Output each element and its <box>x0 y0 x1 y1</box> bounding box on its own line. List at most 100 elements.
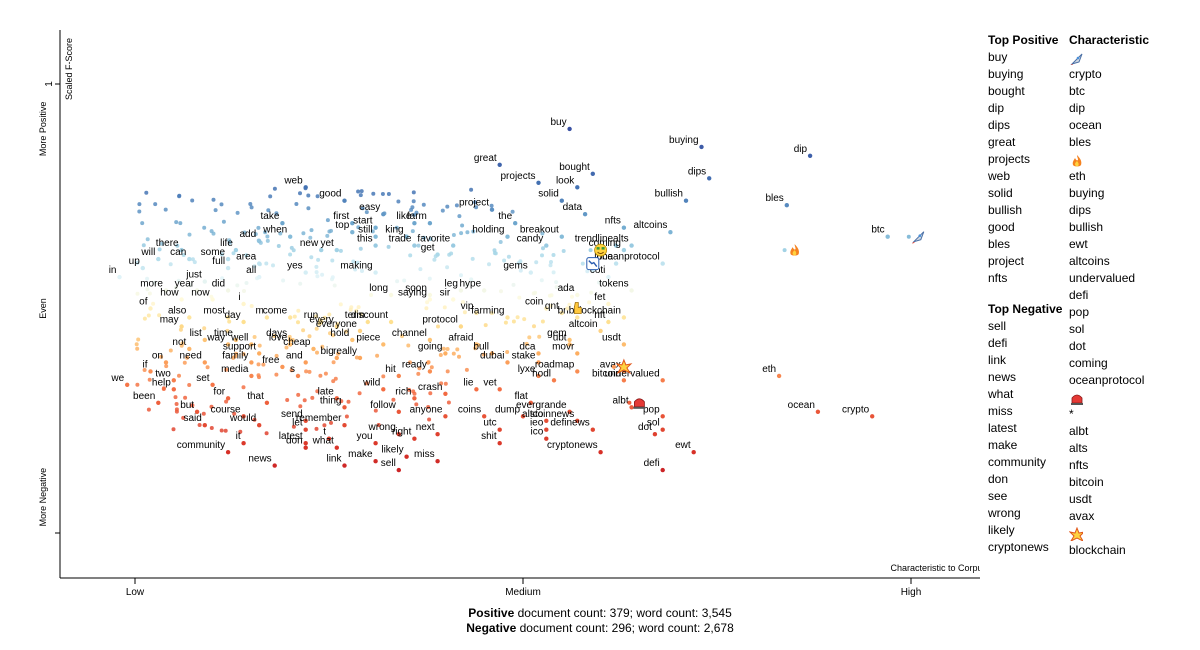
characteristic-item-collision-icon[interactable] <box>1069 525 1149 542</box>
top-negative-item-11[interactable]: wrong <box>988 506 1021 520</box>
term-dot-vet <box>497 387 502 392</box>
top-negative-item-7[interactable]: make <box>988 438 1018 452</box>
data-point <box>164 364 169 369</box>
characteristic-item-2[interactable]: btc <box>1069 84 1086 98</box>
data-point <box>209 229 214 234</box>
data-point <box>225 328 230 333</box>
characteristic-item-rocket-icon[interactable] <box>1069 49 1149 66</box>
top-positive-item-2[interactable]: bought <box>988 84 1025 98</box>
term-dot-come <box>288 315 293 320</box>
term-dot-not <box>187 346 192 352</box>
characteristic-item-siren-icon[interactable] <box>1069 389 1149 406</box>
top-negative-item-13[interactable]: cryptonews <box>988 540 1049 554</box>
characteristic-item-5[interactable]: bles <box>1069 135 1092 149</box>
characteristic-item-21[interactable]: * <box>1069 407 1074 421</box>
characteristic-item-24[interactable]: nfts <box>1069 458 1089 472</box>
top-positive-item-8[interactable]: solid <box>988 186 1013 200</box>
data-point <box>481 352 486 357</box>
data-point <box>315 194 320 199</box>
characteristic-item-19[interactable]: oceanprotocol <box>1069 373 1145 387</box>
top-negative-item-1[interactable]: defi <box>988 336 1008 350</box>
top-positive-item-3[interactable]: dip <box>988 101 1005 115</box>
term-label-dump: dump <box>495 404 520 415</box>
characteristic-item-7[interactable]: eth <box>1069 169 1086 183</box>
top-positive-item-12[interactable]: project <box>988 254 1025 268</box>
top-positive-item-7[interactable]: web <box>988 169 1011 183</box>
top-positive-item-9[interactable]: bullish <box>988 203 1023 217</box>
data-point <box>314 326 319 331</box>
data-point <box>541 246 545 251</box>
term-label-bought: bought <box>559 162 590 173</box>
characteristic-item-8[interactable]: buying <box>1069 186 1105 200</box>
characteristic-item-11[interactable]: ewt <box>1069 237 1088 251</box>
term-label-long: long <box>369 283 388 294</box>
characteristic-item-18[interactable]: coming <box>1069 356 1108 370</box>
characteristic-item-27[interactable]: avax <box>1069 509 1095 523</box>
data-point <box>532 324 536 329</box>
top-positive-item-0[interactable]: buy <box>988 50 1008 64</box>
term-dot-this <box>373 243 378 248</box>
characteristic-item-29[interactable]: blockchain <box>1069 543 1126 557</box>
characteristic-item-9[interactable]: dips <box>1069 203 1092 217</box>
data-point <box>394 225 399 230</box>
term-dot-may <box>179 324 184 329</box>
characteristic-item-3[interactable]: dip <box>1069 101 1086 115</box>
term-dot-there <box>179 247 184 253</box>
data-point <box>294 202 299 206</box>
emoji-dot <box>565 306 570 311</box>
characteristic-item-23[interactable]: alts <box>1069 441 1088 455</box>
top-positive-item-13[interactable]: nfts <box>988 271 1008 285</box>
top-positive-item-11[interactable]: bles <box>988 237 1011 251</box>
top-negative-item-3[interactable]: news <box>988 370 1017 384</box>
rocket-flame <box>1071 63 1073 65</box>
top-positive-item-10[interactable]: good <box>988 220 1015 234</box>
term-label-the: the <box>498 211 512 222</box>
characteristic-item-10[interactable]: bullish <box>1069 220 1104 234</box>
top-positive-item-1[interactable]: buying <box>988 67 1024 81</box>
top-negative-item-12[interactable]: likely <box>988 523 1015 537</box>
data-point <box>227 319 232 324</box>
data-point <box>331 379 336 384</box>
characteristic-item-17[interactable]: dot <box>1069 339 1086 353</box>
characteristic-item-25[interactable]: bitcoin <box>1069 475 1104 489</box>
characteristic-item-1[interactable]: crypto <box>1069 67 1102 81</box>
top-negative-item-6[interactable]: latest <box>988 421 1017 435</box>
term-label-top: top <box>335 220 349 231</box>
emoji-dot <box>580 261 585 266</box>
term-label-btc: btc <box>871 225 884 236</box>
characteristic-item-26[interactable]: usdt <box>1069 492 1092 506</box>
characteristic-item-15[interactable]: pop <box>1069 305 1090 319</box>
term-label-look: look <box>556 175 575 186</box>
term-label-i: i <box>238 292 240 303</box>
term-label-day: day <box>224 310 240 321</box>
term-dot-dubai <box>505 360 510 365</box>
characteristic-item-16[interactable]: sol <box>1069 322 1085 336</box>
data-point <box>457 214 462 219</box>
top-negative-item-5[interactable]: miss <box>988 404 1013 418</box>
term-label-luna: luna <box>594 252 613 263</box>
characteristic-item-13[interactable]: undervalued <box>1069 271 1136 285</box>
top-positive-item-5[interactable]: great <box>988 135 1016 149</box>
characteristic-item-fire-icon[interactable] <box>1069 151 1149 168</box>
term-label-now: now <box>191 288 210 299</box>
characteristic-item-22[interactable]: albt <box>1069 424 1089 438</box>
data-point <box>473 200 478 205</box>
top-negative-item-8[interactable]: community <box>988 455 1047 469</box>
data-point <box>177 373 181 378</box>
top-negative-item-10[interactable]: see <box>988 489 1008 503</box>
top-negative-item-9[interactable]: don <box>988 472 1009 486</box>
data-point <box>135 346 140 351</box>
characteristic-item-14[interactable]: defi <box>1069 288 1089 302</box>
top-negative-item-0[interactable]: sell <box>988 319 1007 333</box>
data-point <box>177 194 182 199</box>
top-positive-item-4[interactable]: dips <box>988 118 1011 132</box>
burst <box>615 358 633 375</box>
top-negative-item-2[interactable]: link <box>988 353 1007 367</box>
top-negative-item-4[interactable]: what <box>988 387 1014 401</box>
characteristic-item-4[interactable]: ocean <box>1069 118 1102 132</box>
top-positive-item-6[interactable]: projects <box>988 152 1031 166</box>
data-point <box>147 377 152 382</box>
data-point <box>427 276 432 281</box>
characteristic-item-12[interactable]: altcoins <box>1069 254 1110 268</box>
term-label-project: project <box>459 198 489 209</box>
